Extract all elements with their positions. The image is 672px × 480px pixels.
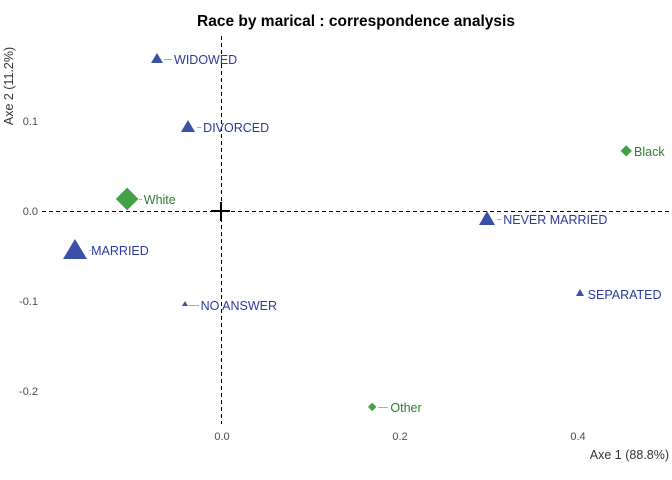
label-connector-line-no-answer bbox=[188, 304, 199, 306]
horizontal-zero-dashed-line bbox=[42, 211, 672, 212]
label-connector-line-married bbox=[88, 249, 91, 251]
point-label-married: MARRIED bbox=[91, 243, 149, 258]
y-tick-label-0-0: 0.0 bbox=[22, 206, 38, 218]
point-label-white: White bbox=[143, 193, 176, 208]
label-connector-line-widowed bbox=[164, 59, 173, 60]
x-tick-label-0-4: 0.4 bbox=[570, 431, 586, 443]
point-label-black: Black bbox=[634, 144, 665, 159]
y-tick-label--0-1: -0.1 bbox=[19, 296, 38, 308]
x-tick-label-0-2: 0.2 bbox=[392, 431, 408, 443]
point-label-separated: SEPARATED bbox=[587, 287, 662, 302]
diamond-marker-black bbox=[620, 144, 633, 157]
diamond-marker-white bbox=[115, 187, 139, 211]
origin-cross-icon bbox=[220, 202, 222, 221]
point-label-other: Other bbox=[390, 401, 422, 416]
triangle-marker-separated bbox=[576, 289, 585, 297]
point-label-no-answer: NO ANSWER bbox=[200, 298, 278, 313]
triangle-marker-divorced bbox=[180, 120, 195, 133]
vertical-zero-dashed-line bbox=[221, 36, 222, 424]
triangle-marker-no-answer bbox=[181, 301, 188, 307]
diamond-marker-other bbox=[367, 402, 377, 412]
triangle-marker-married bbox=[62, 238, 87, 259]
y-tick-label-0-1: 0.1 bbox=[22, 116, 38, 128]
label-connector-line-white bbox=[139, 199, 142, 201]
triangle-marker-never-married bbox=[478, 211, 495, 226]
triangle-marker-widowed bbox=[151, 53, 164, 63]
point-label-never-married: NEVER MARRIED bbox=[503, 213, 608, 228]
point-label-divorced: DIVORCED bbox=[203, 121, 270, 136]
label-connector-line-other bbox=[377, 407, 389, 409]
label-connector-line-divorced bbox=[196, 127, 202, 129]
x-axis-label: Axe 1 (88.8%) bbox=[589, 448, 669, 462]
chart-title: Race by marical : correspondence analysi… bbox=[197, 13, 515, 30]
point-label-widowed: WIDOWED bbox=[174, 53, 238, 67]
x-tick-label-0-0: 0.0 bbox=[214, 431, 230, 443]
y-tick-label--0-2: -0.2 bbox=[19, 386, 38, 398]
label-connector-line-never-married bbox=[496, 219, 502, 221]
